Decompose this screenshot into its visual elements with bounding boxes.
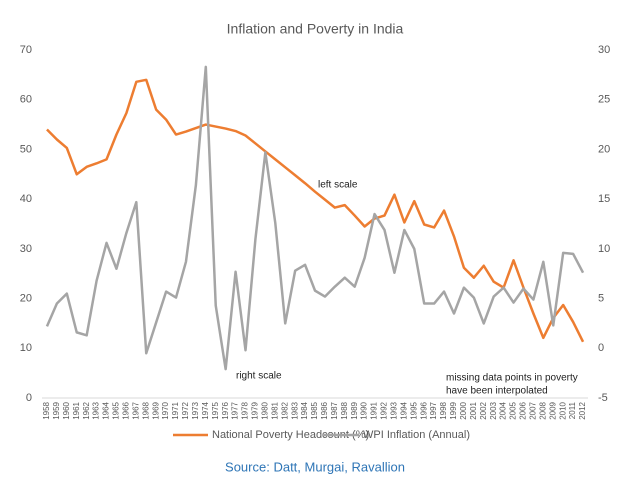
chart-title: Inflation and Poverty in India bbox=[227, 21, 404, 37]
x-tick-label: 1995 bbox=[409, 401, 418, 419]
x-tick-label: 1978 bbox=[241, 401, 250, 419]
x-tick-label: 1977 bbox=[231, 401, 240, 419]
y-tick-label: 50 bbox=[20, 143, 32, 155]
x-tick-label: 1999 bbox=[449, 401, 458, 419]
x-tick-label: 2000 bbox=[459, 401, 468, 419]
y-tick-label: 0 bbox=[26, 392, 32, 404]
x-tick-label: 1971 bbox=[171, 401, 180, 419]
x-tick-label: 2001 bbox=[469, 401, 478, 419]
x-tick-label: 1980 bbox=[260, 401, 269, 419]
x-tick-label: 2012 bbox=[578, 401, 587, 419]
x-tick-label: 1996 bbox=[419, 401, 428, 419]
x-tick-label: 1991 bbox=[370, 401, 379, 419]
legend-label: WPI Inflation (Annual) bbox=[363, 429, 470, 441]
y2-tick-label: 5 bbox=[598, 292, 604, 304]
x-tick-label: 1997 bbox=[429, 401, 438, 419]
y-tick-label: 60 bbox=[20, 94, 32, 106]
y2-tick-label: 0 bbox=[598, 342, 604, 354]
y2-tick-label: -5 bbox=[598, 392, 608, 404]
x-tick-label: 1986 bbox=[320, 401, 329, 419]
x-tick-label: 1979 bbox=[251, 401, 260, 419]
x-tick-label: 2003 bbox=[489, 401, 498, 419]
x-tick-label: 1987 bbox=[330, 401, 339, 419]
x-tick-label: 1993 bbox=[390, 401, 399, 419]
x-tick-label: 2007 bbox=[529, 401, 538, 419]
x-tick-label: 1973 bbox=[191, 401, 200, 419]
x-tick-label: 1981 bbox=[270, 401, 279, 419]
x-tick-label: 2010 bbox=[558, 401, 567, 419]
x-tick-label: 2011 bbox=[568, 401, 577, 419]
annotation: left scale bbox=[318, 180, 358, 191]
y-tick-label: 40 bbox=[20, 193, 32, 205]
x-tick-label: 1983 bbox=[290, 401, 299, 419]
series-line bbox=[45, 65, 585, 371]
x-tick-label: 1992 bbox=[380, 401, 389, 419]
x-tick-label: 2006 bbox=[519, 401, 528, 419]
y-tick-label: 30 bbox=[20, 243, 32, 255]
x-tick-label: 1963 bbox=[92, 401, 101, 419]
y-tick-label: 70 bbox=[20, 44, 32, 56]
x-tick-label: 1974 bbox=[201, 401, 210, 419]
x-tick-label: 1961 bbox=[72, 401, 81, 419]
y-tick-label: 10 bbox=[20, 342, 32, 354]
x-tick-label: 2004 bbox=[499, 401, 508, 419]
legend-label: National Poverty Headcount (%) bbox=[212, 429, 369, 441]
annotation: missing data points in poverty bbox=[446, 373, 578, 384]
x-tick-label: 1985 bbox=[310, 401, 319, 419]
x-tick-label: 2009 bbox=[548, 401, 557, 419]
y2-tick-label: 15 bbox=[598, 193, 610, 205]
x-tick-label: 1968 bbox=[141, 401, 150, 419]
x-tick-label: 1965 bbox=[112, 401, 121, 419]
series-line bbox=[46, 78, 585, 343]
x-tick-label: 2002 bbox=[479, 401, 488, 419]
y2-tick-label: 10 bbox=[598, 243, 610, 255]
x-tick-label: 1960 bbox=[62, 401, 71, 419]
x-tick-label: 1994 bbox=[399, 401, 408, 419]
x-tick-label: 1966 bbox=[121, 401, 130, 419]
x-tick-label: 1958 bbox=[42, 401, 51, 419]
y-tick-label: 20 bbox=[20, 292, 32, 304]
x-tick-label: 1972 bbox=[181, 401, 190, 419]
y2-tick-label: 20 bbox=[598, 143, 610, 155]
x-tick-label: 1990 bbox=[360, 401, 369, 419]
y2-tick-label: 25 bbox=[598, 94, 610, 106]
x-tick-label: 2005 bbox=[509, 401, 518, 419]
x-tick-label: 2008 bbox=[538, 401, 547, 419]
x-tick-label: 1967 bbox=[131, 401, 140, 419]
x-tick-label: 1969 bbox=[151, 401, 160, 419]
source: Source: Datt, Murgai, Ravallion bbox=[225, 459, 405, 474]
x-tick-label: 1975 bbox=[211, 401, 220, 419]
y2-tick-label: 30 bbox=[598, 44, 610, 56]
x-tick-label: 1964 bbox=[102, 401, 111, 419]
x-tick-label: 1988 bbox=[340, 401, 349, 419]
x-tick-label: 1989 bbox=[350, 401, 359, 419]
x-tick-label: 1959 bbox=[52, 401, 61, 419]
x-tick-label: 1984 bbox=[300, 401, 309, 419]
annotation: right scale bbox=[236, 371, 282, 382]
annotation: have been interpolated bbox=[446, 386, 548, 397]
x-tick-label: 1962 bbox=[82, 401, 91, 419]
x-tick-label: 1976 bbox=[221, 401, 230, 419]
x-tick-label: 1970 bbox=[161, 401, 170, 419]
x-tick-label: 1998 bbox=[439, 401, 448, 419]
x-tick-label: 1982 bbox=[280, 401, 289, 419]
